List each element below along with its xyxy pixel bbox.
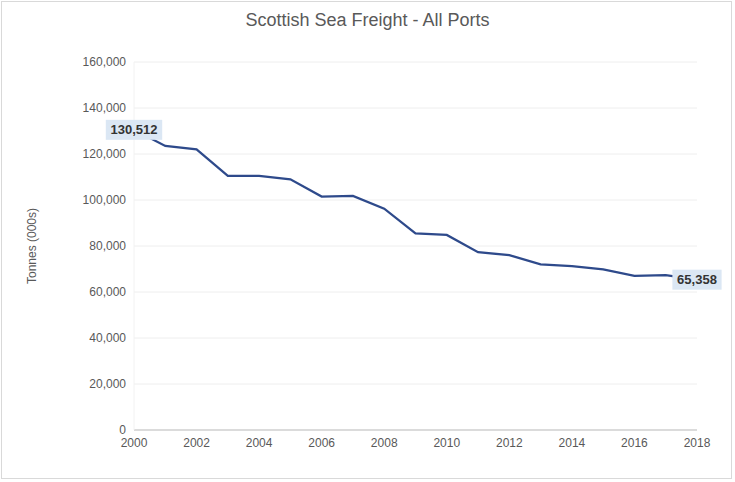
svg-text:2010: 2010 bbox=[433, 436, 460, 450]
svg-text:130,512: 130,512 bbox=[111, 122, 158, 137]
svg-text:Tonnes (000s): Tonnes (000s) bbox=[25, 208, 39, 284]
svg-text:60,000: 60,000 bbox=[89, 285, 126, 299]
svg-text:2004: 2004 bbox=[246, 436, 273, 450]
svg-text:20,000: 20,000 bbox=[89, 377, 126, 391]
svg-text:100,000: 100,000 bbox=[83, 193, 127, 207]
svg-text:40,000: 40,000 bbox=[89, 331, 126, 345]
svg-text:2006: 2006 bbox=[308, 436, 335, 450]
svg-text:160,000: 160,000 bbox=[83, 55, 127, 69]
svg-text:2008: 2008 bbox=[371, 436, 398, 450]
svg-text:140,000: 140,000 bbox=[83, 101, 127, 115]
svg-text:2000: 2000 bbox=[121, 436, 148, 450]
svg-text:2016: 2016 bbox=[621, 436, 648, 450]
svg-text:2018: 2018 bbox=[684, 436, 711, 450]
html-text:Scottish Sea Freight - All Por: Scottish Sea Freight - All Ports bbox=[245, 10, 490, 30]
svg-text:80,000: 80,000 bbox=[89, 239, 126, 253]
svg-text:2014: 2014 bbox=[559, 436, 586, 450]
svg-text:120,000: 120,000 bbox=[83, 147, 127, 161]
svg-text:65,358: 65,358 bbox=[677, 272, 717, 287]
svg-text:2002: 2002 bbox=[183, 436, 210, 450]
svg-text:0: 0 bbox=[119, 423, 126, 437]
svg-text:2012: 2012 bbox=[496, 436, 523, 450]
